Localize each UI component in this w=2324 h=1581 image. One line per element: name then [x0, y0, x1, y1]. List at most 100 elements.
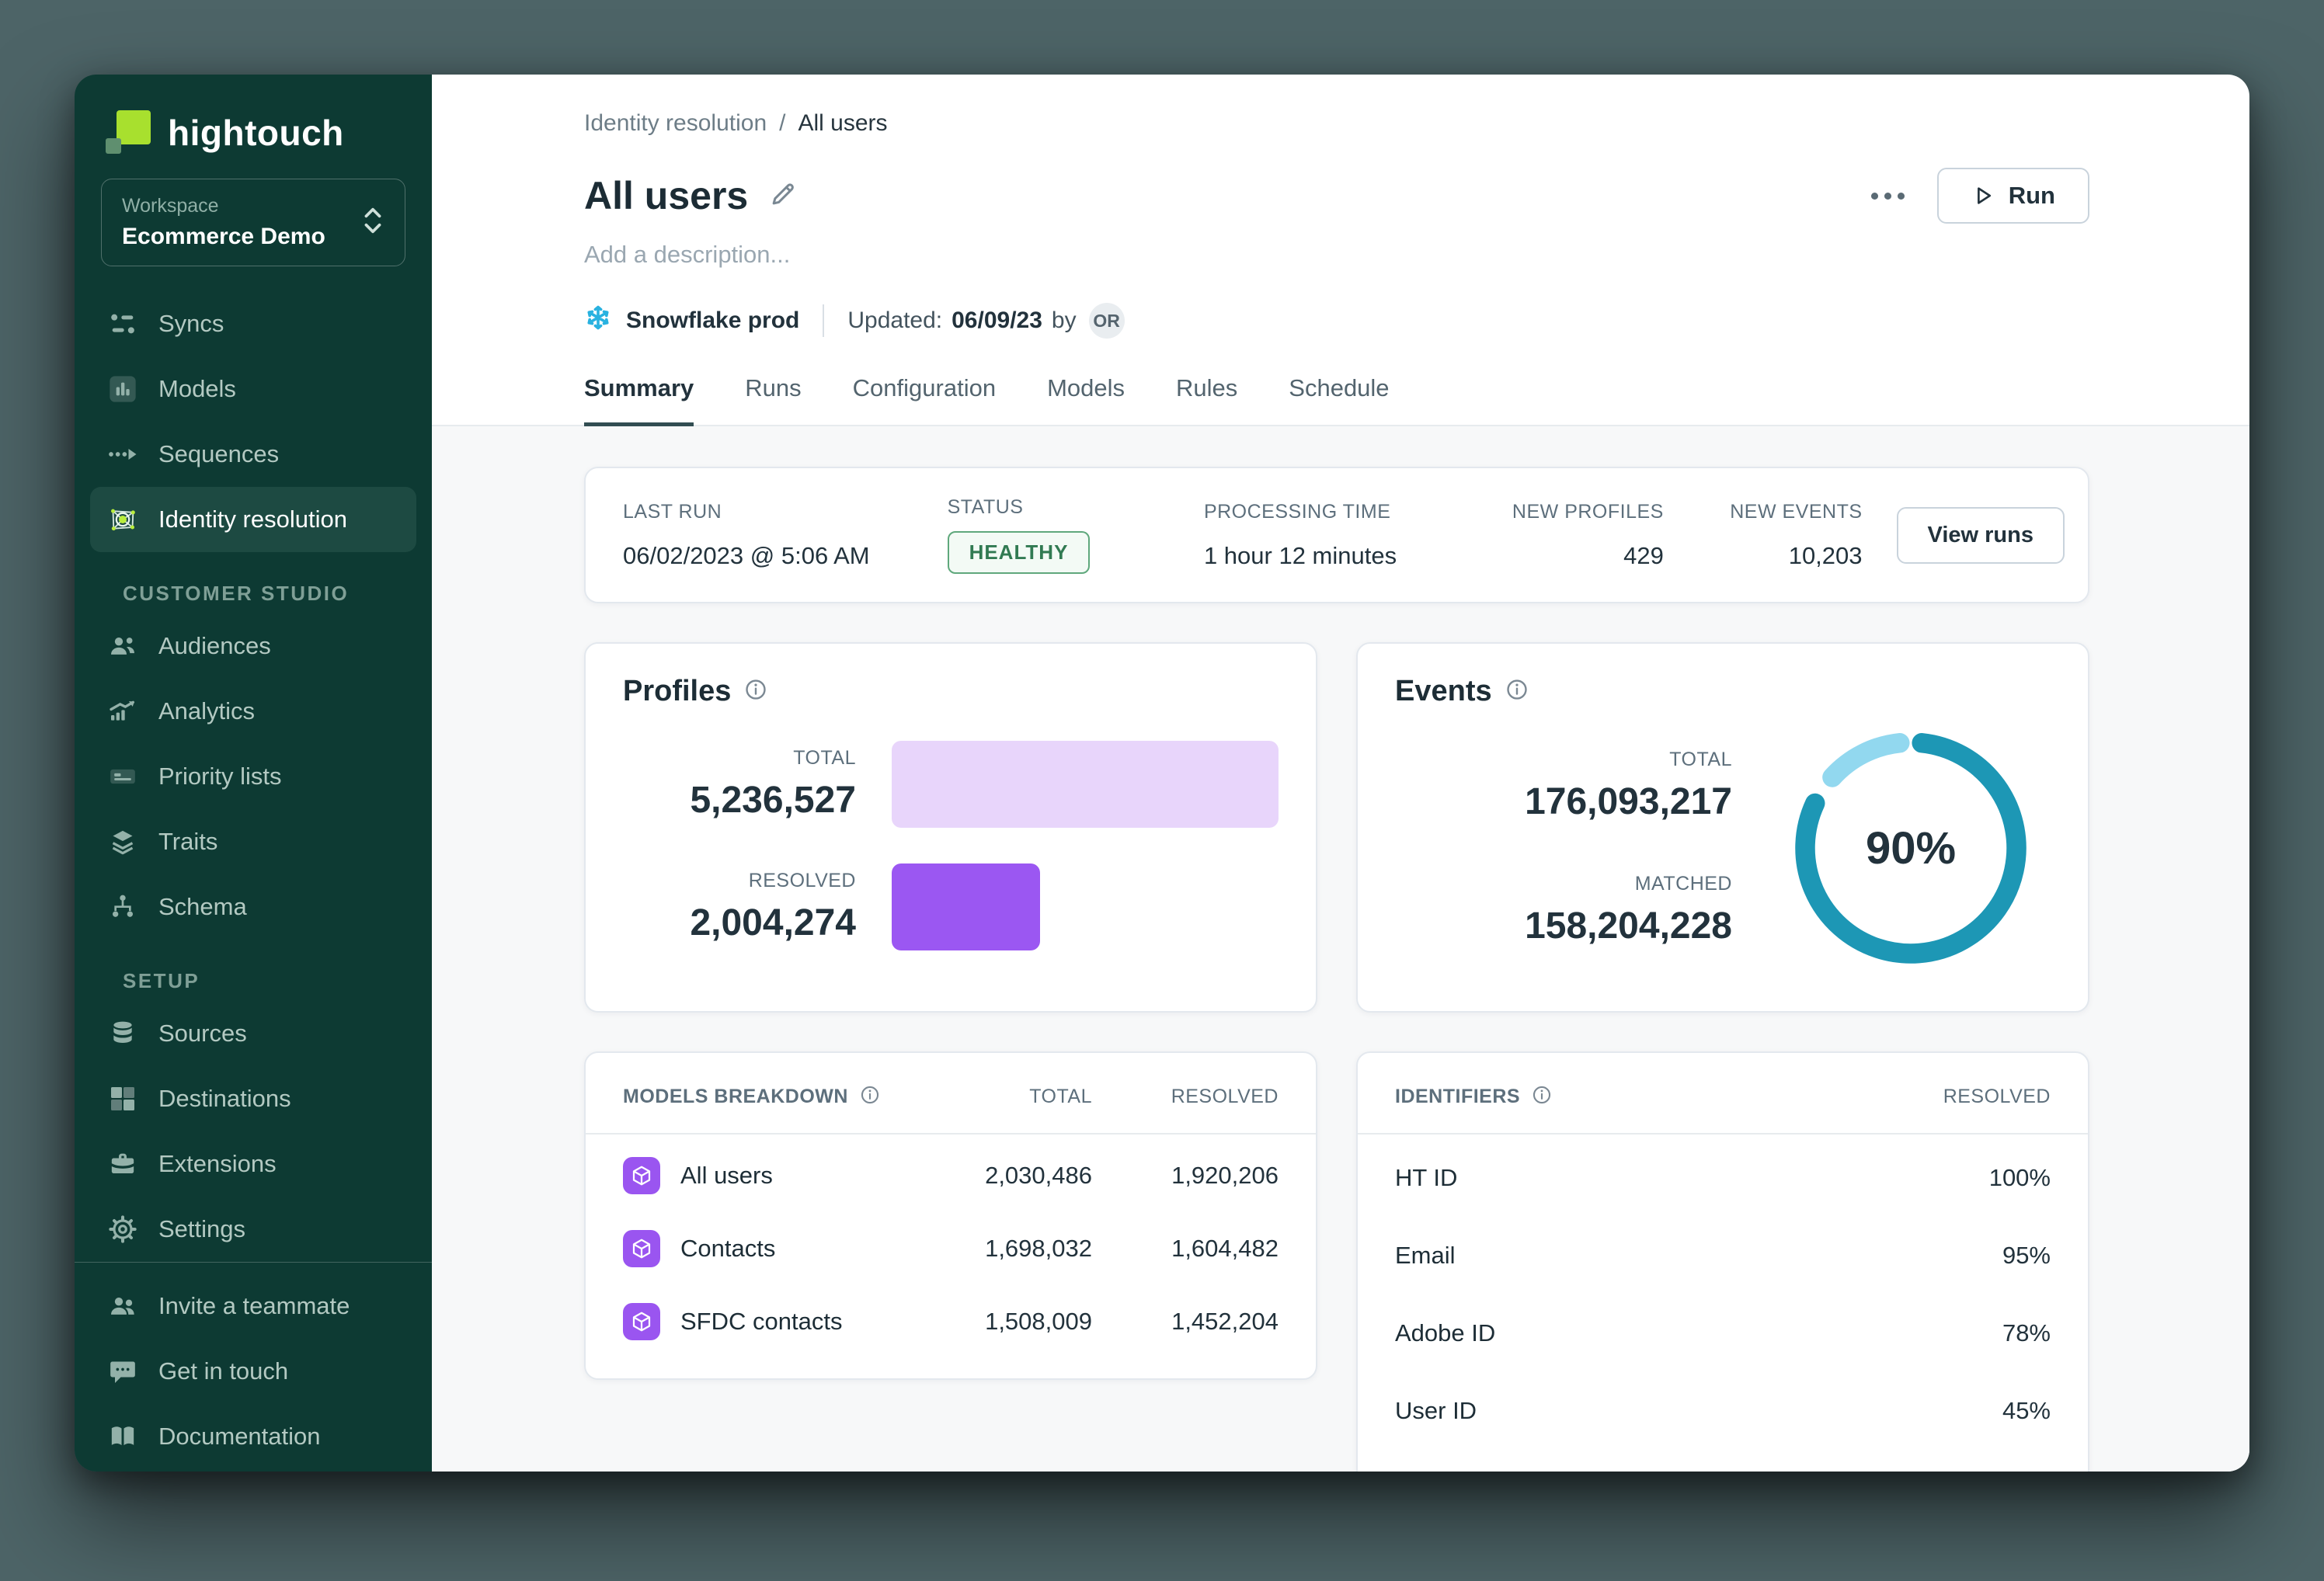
breadcrumb-current: All users — [798, 110, 888, 136]
workspace-selector[interactable]: Workspace Ecommerce Demo — [101, 179, 405, 266]
stat-last-run: LAST RUN 06/02/2023 @ 5:06 AM — [623, 501, 913, 570]
col-resolved: RESOLVED — [1171, 1086, 1279, 1107]
source-meta: Snowflake prod Updated: 06/09/23 by OR — [584, 303, 2089, 339]
info-icon[interactable] — [1505, 677, 1529, 706]
hightouch-logo-icon — [106, 110, 151, 155]
sidebar-item-label: Analytics — [158, 697, 256, 724]
sidebar-item-settings[interactable]: Settings — [90, 1197, 416, 1262]
sidebar-item-identity-resolution[interactable]: Identity resolution — [90, 487, 416, 552]
events-matched: MATCHED 158,204,228 — [1395, 873, 1779, 947]
divider — [586, 1133, 1316, 1134]
model-name: All users — [680, 1162, 773, 1189]
sidebar-item-extensions[interactable]: Extensions — [90, 1131, 416, 1197]
events-title: Events — [1395, 675, 1492, 707]
page-title: All users — [584, 174, 749, 217]
sidebar-item-label: Settings — [158, 1215, 246, 1242]
tab-summary[interactable]: Summary — [584, 374, 694, 426]
model-total: 1,698,032 — [985, 1235, 1092, 1262]
source-name[interactable]: Snowflake prod — [626, 308, 800, 333]
identifiers-card: IDENTIFIERS RESOLVED HT ID 100% Emai — [1356, 1051, 2089, 1472]
sidebar-item-label: Priority lists — [158, 763, 282, 790]
profiles-resolved-row: RESOLVED 2,004,274 — [623, 863, 1279, 950]
settings-gear-icon — [109, 1215, 137, 1243]
sidebar-item-destinations[interactable]: Destinations — [90, 1066, 416, 1131]
stat-status: STATUS HEALTHY — [947, 496, 1170, 574]
stat-label: NEW EVENTS — [1730, 500, 1863, 523]
model-cube-icon — [623, 1303, 660, 1340]
resolved-bar — [892, 863, 1040, 950]
updated-by-avatar[interactable]: OR — [1088, 303, 1125, 339]
tab-schedule[interactable]: Schedule — [1289, 374, 1390, 401]
page-header: Identity resolution / All users All user… — [432, 75, 2249, 339]
info-icon[interactable] — [743, 677, 768, 706]
sources-icon — [113, 1021, 132, 1043]
tab-rules[interactable]: Rules — [1176, 374, 1238, 401]
sidebar-item-label: Get in touch — [158, 1357, 289, 1385]
more-options-button[interactable] — [1870, 192, 1905, 200]
breadcrumb-parent[interactable]: Identity resolution — [584, 110, 767, 136]
sidebar: hightouch Workspace Ecommerce Demo Syncs… — [75, 75, 432, 1472]
main-area: Identity resolution / All users All user… — [432, 75, 2249, 1472]
stat-new-profiles: NEW PROFILES 429 — [1499, 501, 1664, 570]
app-window: hightouch Workspace Ecommerce Demo Syncs… — [75, 75, 2249, 1472]
col-total: TOTAL — [1029, 1086, 1092, 1107]
sidebar-item-label: Traits — [158, 828, 218, 855]
description-placeholder[interactable]: Add a description... — [584, 241, 791, 268]
stat-value: 10,203 — [1788, 541, 1863, 569]
edit-title-icon[interactable] — [768, 179, 798, 213]
model-total: 2,030,486 — [985, 1162, 1092, 1189]
view-runs-button[interactable]: View runs — [1896, 506, 2065, 564]
sidebar-item-label: Audiences — [158, 632, 271, 659]
user-menu[interactable]: SY stonie@hightouch.io — [90, 1469, 416, 1472]
models-icon — [110, 376, 136, 402]
breadcrumb-separator: / — [779, 110, 786, 136]
stat-value: 429 — [1623, 541, 1664, 569]
sidebar-item-sequences[interactable]: Sequences — [90, 422, 416, 487]
sidebar-item-syncs[interactable]: Syncs — [90, 291, 416, 356]
sidebar-item-sources[interactable]: Sources — [90, 1001, 416, 1066]
tab-runs[interactable]: Runs — [745, 374, 802, 401]
sidebar-item-label: Models — [158, 375, 236, 402]
schema-icon — [113, 895, 133, 917]
section-customer-studio: CUSTOMER STUDIO — [123, 582, 350, 605]
sidebar-item-analytics[interactable]: Analytics — [90, 679, 416, 744]
total-value: 5,236,527 — [690, 780, 856, 821]
identifier-name: Adobe ID — [1395, 1319, 1496, 1346]
sidebar-item-audiences[interactable]: Audiences — [90, 613, 416, 679]
model-row[interactable]: Contacts 1,698,032 1,604,482 — [623, 1212, 1279, 1285]
identifier-row: Phone 7% — [1395, 1450, 2051, 1472]
total-value: 176,093,217 — [1525, 781, 1732, 822]
sidebar-item-models[interactable]: Models — [90, 356, 416, 422]
sidebar-item-get-in-touch[interactable]: Get in touch — [90, 1339, 416, 1404]
model-row[interactable]: SFDC contacts 1,508,009 1,452,204 — [623, 1285, 1279, 1358]
run-button[interactable]: Run — [1936, 168, 2089, 224]
model-row[interactable]: All users 2,030,486 1,920,206 — [623, 1139, 1279, 1212]
info-icon[interactable] — [1531, 1084, 1553, 1110]
tab-models[interactable]: Models — [1047, 374, 1125, 401]
stat-processing-time: PROCESSING TIME 1 hour 12 minutes — [1204, 501, 1465, 570]
model-name: SFDC contacts — [680, 1308, 843, 1335]
sidebar-item-traits[interactable]: Traits — [90, 809, 416, 874]
model-name: Contacts — [680, 1235, 776, 1262]
identifier-row: Adobe ID 78% — [1395, 1294, 2051, 1372]
info-icon[interactable] — [859, 1084, 881, 1110]
sidebar-item-label: Extensions — [158, 1150, 277, 1177]
identifier-name: HT ID — [1395, 1164, 1458, 1191]
model-cube-icon — [623, 1230, 660, 1267]
last-run-stats-card: LAST RUN 06/02/2023 @ 5:06 AM STATUS HEA… — [584, 467, 2089, 603]
sidebar-item-documentation[interactable]: Documentation — [90, 1404, 416, 1469]
stat-label: LAST RUN — [623, 500, 722, 523]
sidebar-item-label: Documentation — [158, 1423, 321, 1450]
analytics-icon — [110, 700, 134, 721]
sidebar-item-priority-lists[interactable]: Priority lists — [90, 744, 416, 809]
updated-prefix: Updated: — [847, 308, 943, 333]
tabs: Summary Runs Configuration Models Rules … — [432, 374, 2249, 426]
logo[interactable]: hightouch — [75, 75, 432, 163]
sidebar-item-schema[interactable]: Schema — [90, 874, 416, 940]
total-bar — [892, 741, 1279, 828]
sidebar-item-invite-teammate[interactable]: Invite a teammate — [90, 1273, 416, 1339]
sidebar-item-label: Sources — [158, 1020, 247, 1047]
profiles-title: Profiles — [623, 675, 732, 707]
tab-configuration[interactable]: Configuration — [852, 374, 997, 401]
sidebar-item-label: Sequences — [158, 440, 280, 467]
